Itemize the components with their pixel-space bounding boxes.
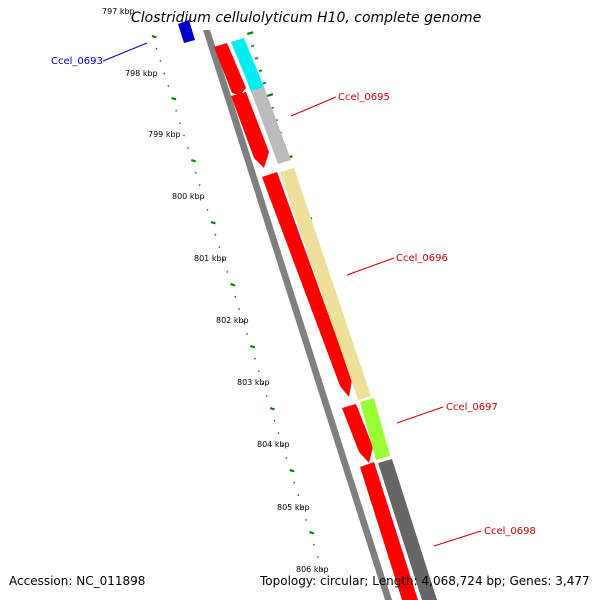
tick-label-804: 804 kbp xyxy=(257,440,290,449)
function-block-green-yellow xyxy=(360,398,390,460)
tick-label-803: 803 kbp xyxy=(237,378,270,387)
function-block-light-gray xyxy=(251,87,291,164)
minor-tick xyxy=(194,171,197,174)
minor-tick xyxy=(250,345,256,349)
minor-tick xyxy=(269,407,275,411)
minor-tick xyxy=(257,370,260,373)
tick-label-805: 805 kbp xyxy=(277,503,310,512)
minor-tick xyxy=(222,258,225,261)
leader-line-ccel-0697 xyxy=(396,406,444,424)
accession-text: Accession: NC_011898 xyxy=(9,574,146,588)
minor-tick xyxy=(277,432,280,435)
minor-tick xyxy=(198,184,201,187)
minor-tick xyxy=(155,47,158,50)
gene-ccel-0694[interactable] xyxy=(214,43,246,95)
minor-tick xyxy=(191,159,197,163)
minor-tick xyxy=(285,456,288,459)
minor-tick xyxy=(179,122,182,125)
minor-tick xyxy=(265,394,268,397)
minor-tick xyxy=(226,270,229,273)
function-block-cyan xyxy=(231,38,264,91)
minor-tick xyxy=(309,531,315,535)
genome-backbone xyxy=(203,30,392,600)
gene-label-ccel-0693[interactable]: Ccel_0693 xyxy=(51,56,103,67)
gene-ccel-0693[interactable] xyxy=(178,20,195,43)
minor-tick xyxy=(297,494,300,497)
outer-tick xyxy=(262,81,267,85)
leader-line-ccel-0698 xyxy=(433,530,482,547)
minor-tick xyxy=(167,84,170,87)
minor-tick xyxy=(293,481,296,484)
topology-summary-text: Topology: circular; Length: 4,068,724 bp… xyxy=(260,574,590,588)
minor-tick xyxy=(230,283,236,287)
minor-tick xyxy=(242,320,245,323)
tick-label-801: 801 kbp xyxy=(194,254,227,263)
minor-tick xyxy=(163,72,166,75)
minor-tick xyxy=(253,357,256,360)
minor-tick xyxy=(301,506,304,509)
tick-label-797: 797 kbp xyxy=(102,7,135,16)
function-block-khaki xyxy=(280,168,371,400)
outer-tick xyxy=(246,31,254,36)
outer-tick xyxy=(250,44,255,48)
gene-ccel-0697[interactable] xyxy=(342,404,373,463)
tick-label-806: 806 kbp xyxy=(296,565,329,574)
minor-tick xyxy=(183,134,185,137)
minor-tick xyxy=(202,196,205,199)
map-title: Clostridium cellulolyticum H10, complete… xyxy=(131,10,481,26)
minor-tick-marks xyxy=(151,35,323,571)
gene-label-ccel-0697[interactable]: Ccel_0697 xyxy=(446,402,498,413)
leader-line-ccel-0695 xyxy=(290,96,337,117)
gene-label-ccel-0695[interactable]: Ccel_0695 xyxy=(338,92,390,103)
leader-line-ccel-0693 xyxy=(102,42,148,62)
tick-label-802: 802 kbp xyxy=(216,316,249,325)
gene-ccel-0695[interactable] xyxy=(231,92,269,168)
minor-tick xyxy=(171,97,177,101)
minor-tick xyxy=(175,109,178,112)
tick-labels: 797 kbp 798 kbp 799 kbp 800 kbp 801 kbp … xyxy=(102,7,329,574)
function-block-dark-gray xyxy=(378,459,437,600)
minor-tick xyxy=(246,332,248,335)
minor-tick xyxy=(273,419,276,422)
minor-tick xyxy=(238,308,241,311)
minor-tick xyxy=(151,35,157,39)
gene-ccel-0696[interactable] xyxy=(262,172,352,397)
tick-label-798: 798 kbp xyxy=(125,69,158,78)
gene-label-ccel-0698[interactable]: Ccel_0698 xyxy=(484,526,536,537)
outer-tick xyxy=(254,57,259,60)
minor-tick xyxy=(289,469,295,473)
minor-tick xyxy=(312,543,315,546)
outer-tick xyxy=(258,69,263,72)
minor-tick xyxy=(210,221,216,225)
minor-tick xyxy=(234,295,237,298)
tick-label-800: 800 kbp xyxy=(172,192,205,201)
gene-label-ccel-0696[interactable]: Ccel_0696 xyxy=(396,253,448,264)
minor-tick xyxy=(218,246,221,249)
minor-tick xyxy=(214,233,217,236)
tick-label-799: 799 kbp xyxy=(148,130,181,139)
outer-tick xyxy=(266,93,274,98)
minor-tick xyxy=(305,518,307,521)
minor-tick xyxy=(281,444,284,447)
minor-tick xyxy=(186,146,189,149)
minor-tick xyxy=(320,568,323,571)
minor-tick xyxy=(261,382,264,385)
gene-ccel-0698[interactable] xyxy=(360,462,418,600)
minor-tick xyxy=(159,60,162,63)
minor-tick xyxy=(316,556,319,559)
leader-line-ccel-0696 xyxy=(346,257,395,276)
minor-tick xyxy=(206,208,209,211)
